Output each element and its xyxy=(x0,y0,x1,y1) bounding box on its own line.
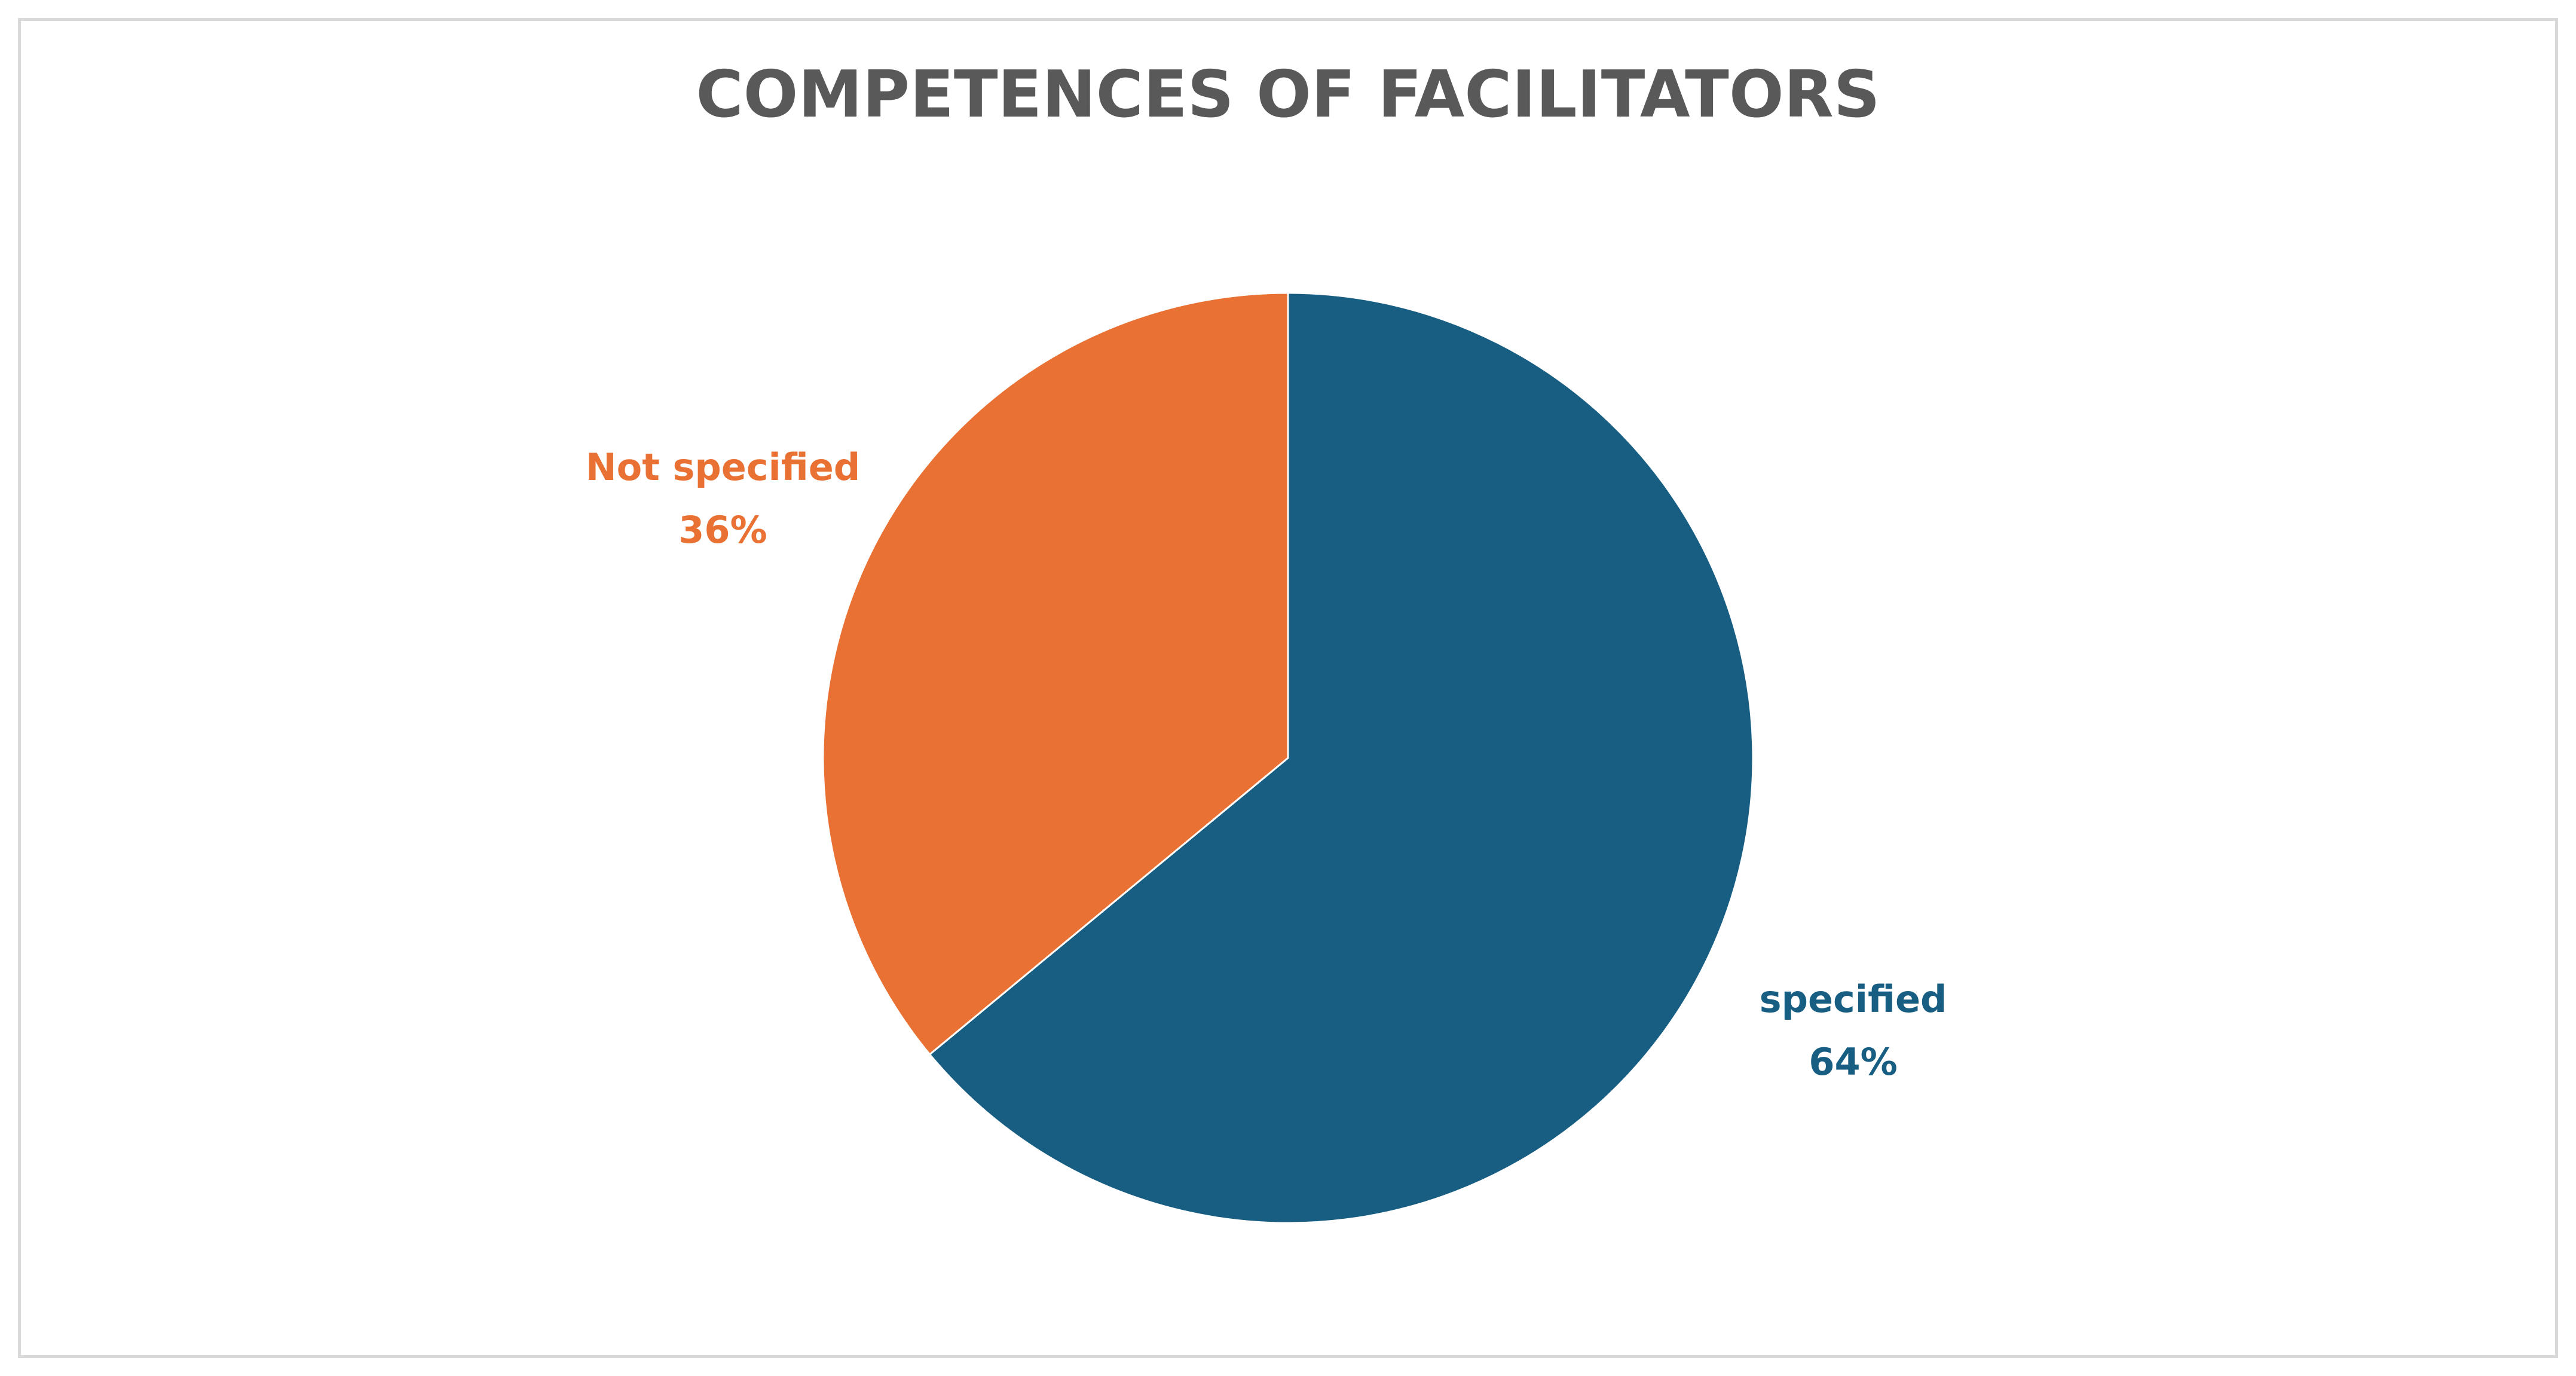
pie-slices xyxy=(822,292,1754,1224)
slice-percent-label: 36% xyxy=(678,508,767,552)
slice-labels: specified 64% Not specified 36% xyxy=(586,445,1947,1084)
pie-slice-not-specified xyxy=(822,292,1289,1056)
pie-slice-specified xyxy=(928,292,1754,1224)
chart-title: COMPETENCES OF FACILITATORS xyxy=(696,57,1880,132)
slice-label-not-specified: Not specified 36% xyxy=(586,445,860,552)
slice-category-label: Not specified xyxy=(586,445,860,489)
slice-percent-label: 64% xyxy=(1809,1040,1897,1084)
slice-category-label: specified xyxy=(1760,977,1947,1021)
slice-label-specified: specified 64% xyxy=(1760,977,1947,1084)
